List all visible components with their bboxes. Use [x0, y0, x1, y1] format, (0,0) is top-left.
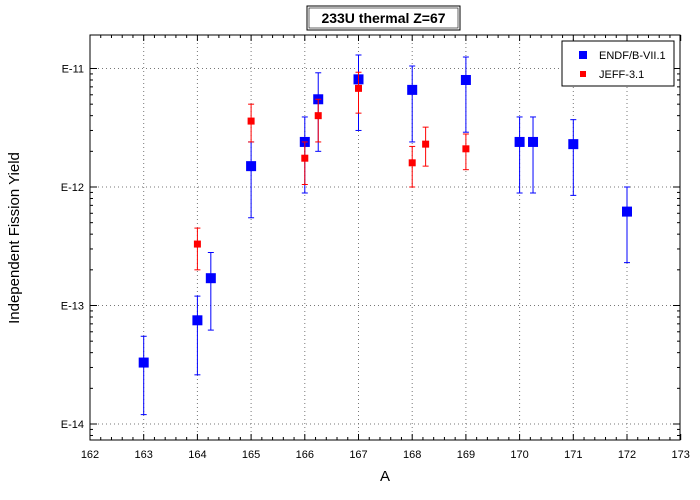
x-tick-label: 169: [457, 449, 475, 461]
data-point: [622, 206, 632, 217]
data-point: [193, 240, 201, 248]
x-tick-label: 162: [81, 449, 99, 461]
data-point: [355, 84, 362, 92]
data-point: [192, 315, 203, 326]
data-point: [247, 117, 255, 125]
legend-marker-endf: [579, 51, 587, 59]
legend-label-endf: ENDF/B-VII.1: [599, 50, 666, 62]
data-point: [138, 357, 149, 368]
legend: ENDF/B-VII.1 JEFF-3.1: [561, 40, 675, 87]
x-tick-label: 167: [349, 449, 367, 461]
x-tick-label: 170: [510, 449, 528, 461]
data-point: [407, 84, 418, 95]
data-point: [568, 139, 579, 150]
y-tick-label: E-13: [61, 301, 84, 313]
plot-frame: [89, 34, 681, 441]
data-point: [301, 154, 309, 162]
data-point: [422, 140, 430, 148]
x-tick-label: 172: [618, 449, 636, 461]
x-tick-label: 165: [242, 449, 260, 461]
data-point: [314, 112, 322, 120]
y-tick-label: E-12: [61, 182, 84, 194]
y-tick-label: E-11: [62, 64, 84, 76]
legend-marker-jeff: [580, 71, 586, 77]
x-tick-label: 168: [403, 449, 421, 461]
data-point: [408, 159, 416, 167]
y-tick-label: E-14: [61, 419, 84, 431]
series-jeff: [193, 71, 470, 271]
x-tick-label: 166: [296, 449, 314, 461]
data-point: [460, 74, 471, 85]
x-tick-label: 173: [672, 449, 690, 461]
axes: 162 163 164 165 166 167 168 169 170 171 172 173 E-11…: [61, 35, 690, 461]
legend-label-jeff: JEFF-3.1: [599, 69, 644, 81]
data-point: [205, 273, 216, 284]
x-tick-label: 163: [135, 449, 153, 461]
chart-title: 233U thermal Z=67: [321, 10, 445, 26]
data-point: [246, 161, 257, 172]
series: [138, 54, 632, 416]
y-axis-title: Independent Fission Yield: [6, 152, 23, 324]
x-tick-label: 171: [564, 449, 582, 461]
x-axis-title: A: [380, 468, 390, 485]
x-tick-label: 164: [188, 449, 206, 461]
data-point: [528, 136, 539, 147]
data-point: [514, 136, 525, 147]
chart-title-box: 233U thermal Z=67: [306, 5, 461, 31]
data-point: [462, 145, 470, 153]
